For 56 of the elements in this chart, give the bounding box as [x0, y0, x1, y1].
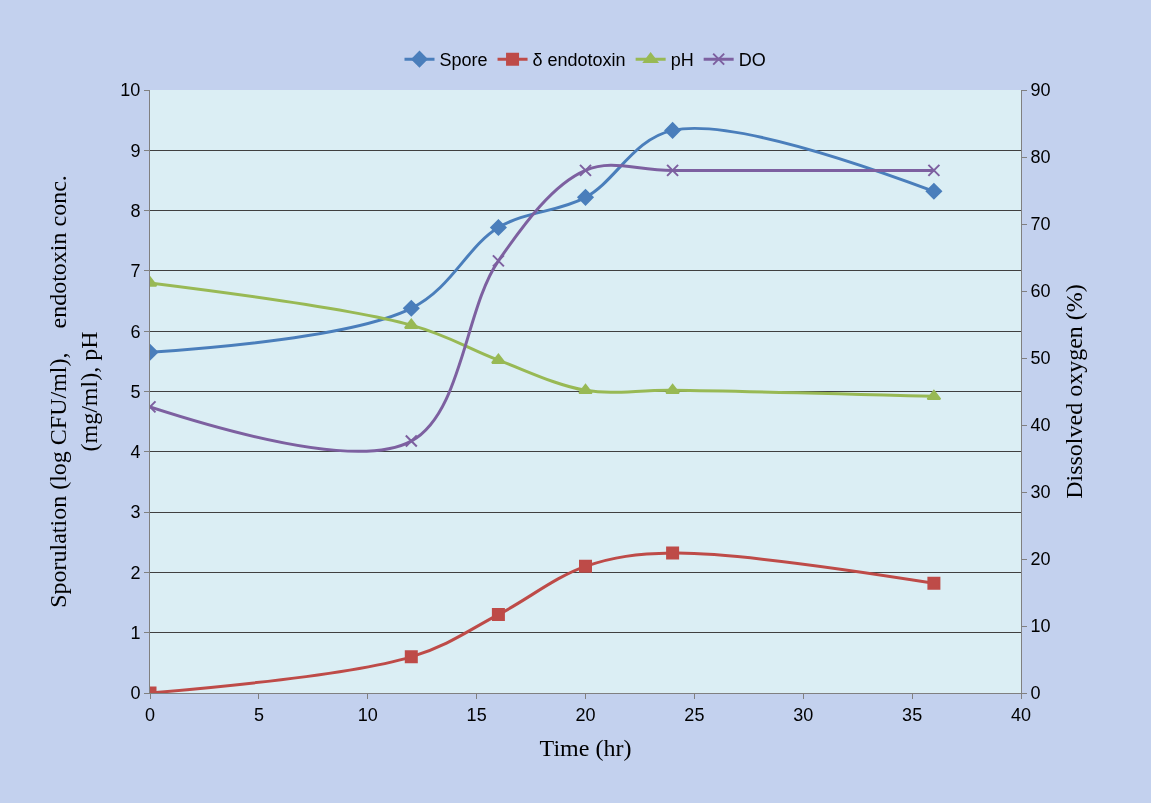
- y-axis-title: Sporulation (log CFU/ml), endotoxin conc. (mg/ml), pH: [45, 175, 103, 608]
- y2-tick-label: 50: [1030, 348, 1051, 369]
- legend-label: pH: [670, 50, 694, 71]
- y-tick-label: 3: [130, 502, 141, 523]
- y-tick-label: 4: [130, 442, 141, 463]
- point: [491, 608, 505, 622]
- y2-tick-label: 20: [1030, 549, 1051, 570]
- y2-tick-label: 40: [1030, 415, 1051, 436]
- point: [577, 189, 594, 206]
- point: [578, 383, 593, 395]
- y2-tick-label: 90: [1030, 80, 1051, 101]
- point: [666, 546, 680, 560]
- point: [666, 163, 680, 177]
- y-tick-label: 5: [130, 381, 141, 402]
- x-tick-label: 0: [144, 704, 156, 725]
- x-tick-label: 5: [253, 704, 264, 725]
- legend-label: δ endotoxin: [532, 50, 626, 71]
- y2-axis-title: Dissolved oxygen (%): [1060, 284, 1087, 499]
- point: [579, 559, 592, 573]
- legend-label: DO: [738, 50, 766, 71]
- y-tick-label: 8: [130, 200, 141, 221]
- y2-tick-label: 70: [1030, 214, 1051, 235]
- y-tick-label: 1: [130, 623, 141, 643]
- x-axis-title: Time (hr): [539, 734, 632, 761]
- y-tick-label: 2: [130, 562, 141, 583]
- y2-tick-label: 80: [1030, 147, 1051, 168]
- x-tick-label: 35: [902, 704, 923, 725]
- point: [491, 353, 506, 364]
- y-tick-label: 7: [130, 261, 141, 282]
- x-tick-label: 40: [1010, 704, 1032, 725]
- x-tick-label: 10: [357, 704, 378, 725]
- point: [403, 300, 420, 317]
- point: [665, 383, 680, 395]
- y-tick-label: 9: [130, 140, 141, 161]
- x-tick-label: 15: [466, 704, 487, 725]
- point: [404, 650, 418, 664]
- y2-tick-label: 0: [1030, 683, 1041, 704]
- point: [579, 163, 592, 177]
- x-tick-label: 20: [575, 704, 596, 725]
- point: [491, 254, 505, 268]
- point: [925, 183, 943, 200]
- x-tick-label: 25: [684, 704, 705, 725]
- legend-label: Spore: [439, 50, 488, 71]
- y2-tick-label: 10: [1030, 616, 1051, 637]
- y-tick-label: 6: [130, 321, 141, 342]
- y2-tick-label: 30: [1030, 482, 1051, 503]
- y-tick-label: 0: [130, 683, 141, 704]
- point: [404, 434, 418, 448]
- point: [490, 219, 507, 236]
- point: [926, 389, 942, 401]
- y-tick-label: 10: [120, 80, 141, 101]
- point: [664, 122, 681, 139]
- point: [927, 163, 941, 177]
- x-tick-label: 30: [793, 704, 814, 725]
- point: [927, 576, 941, 590]
- y2-tick-label: 60: [1030, 281, 1051, 302]
